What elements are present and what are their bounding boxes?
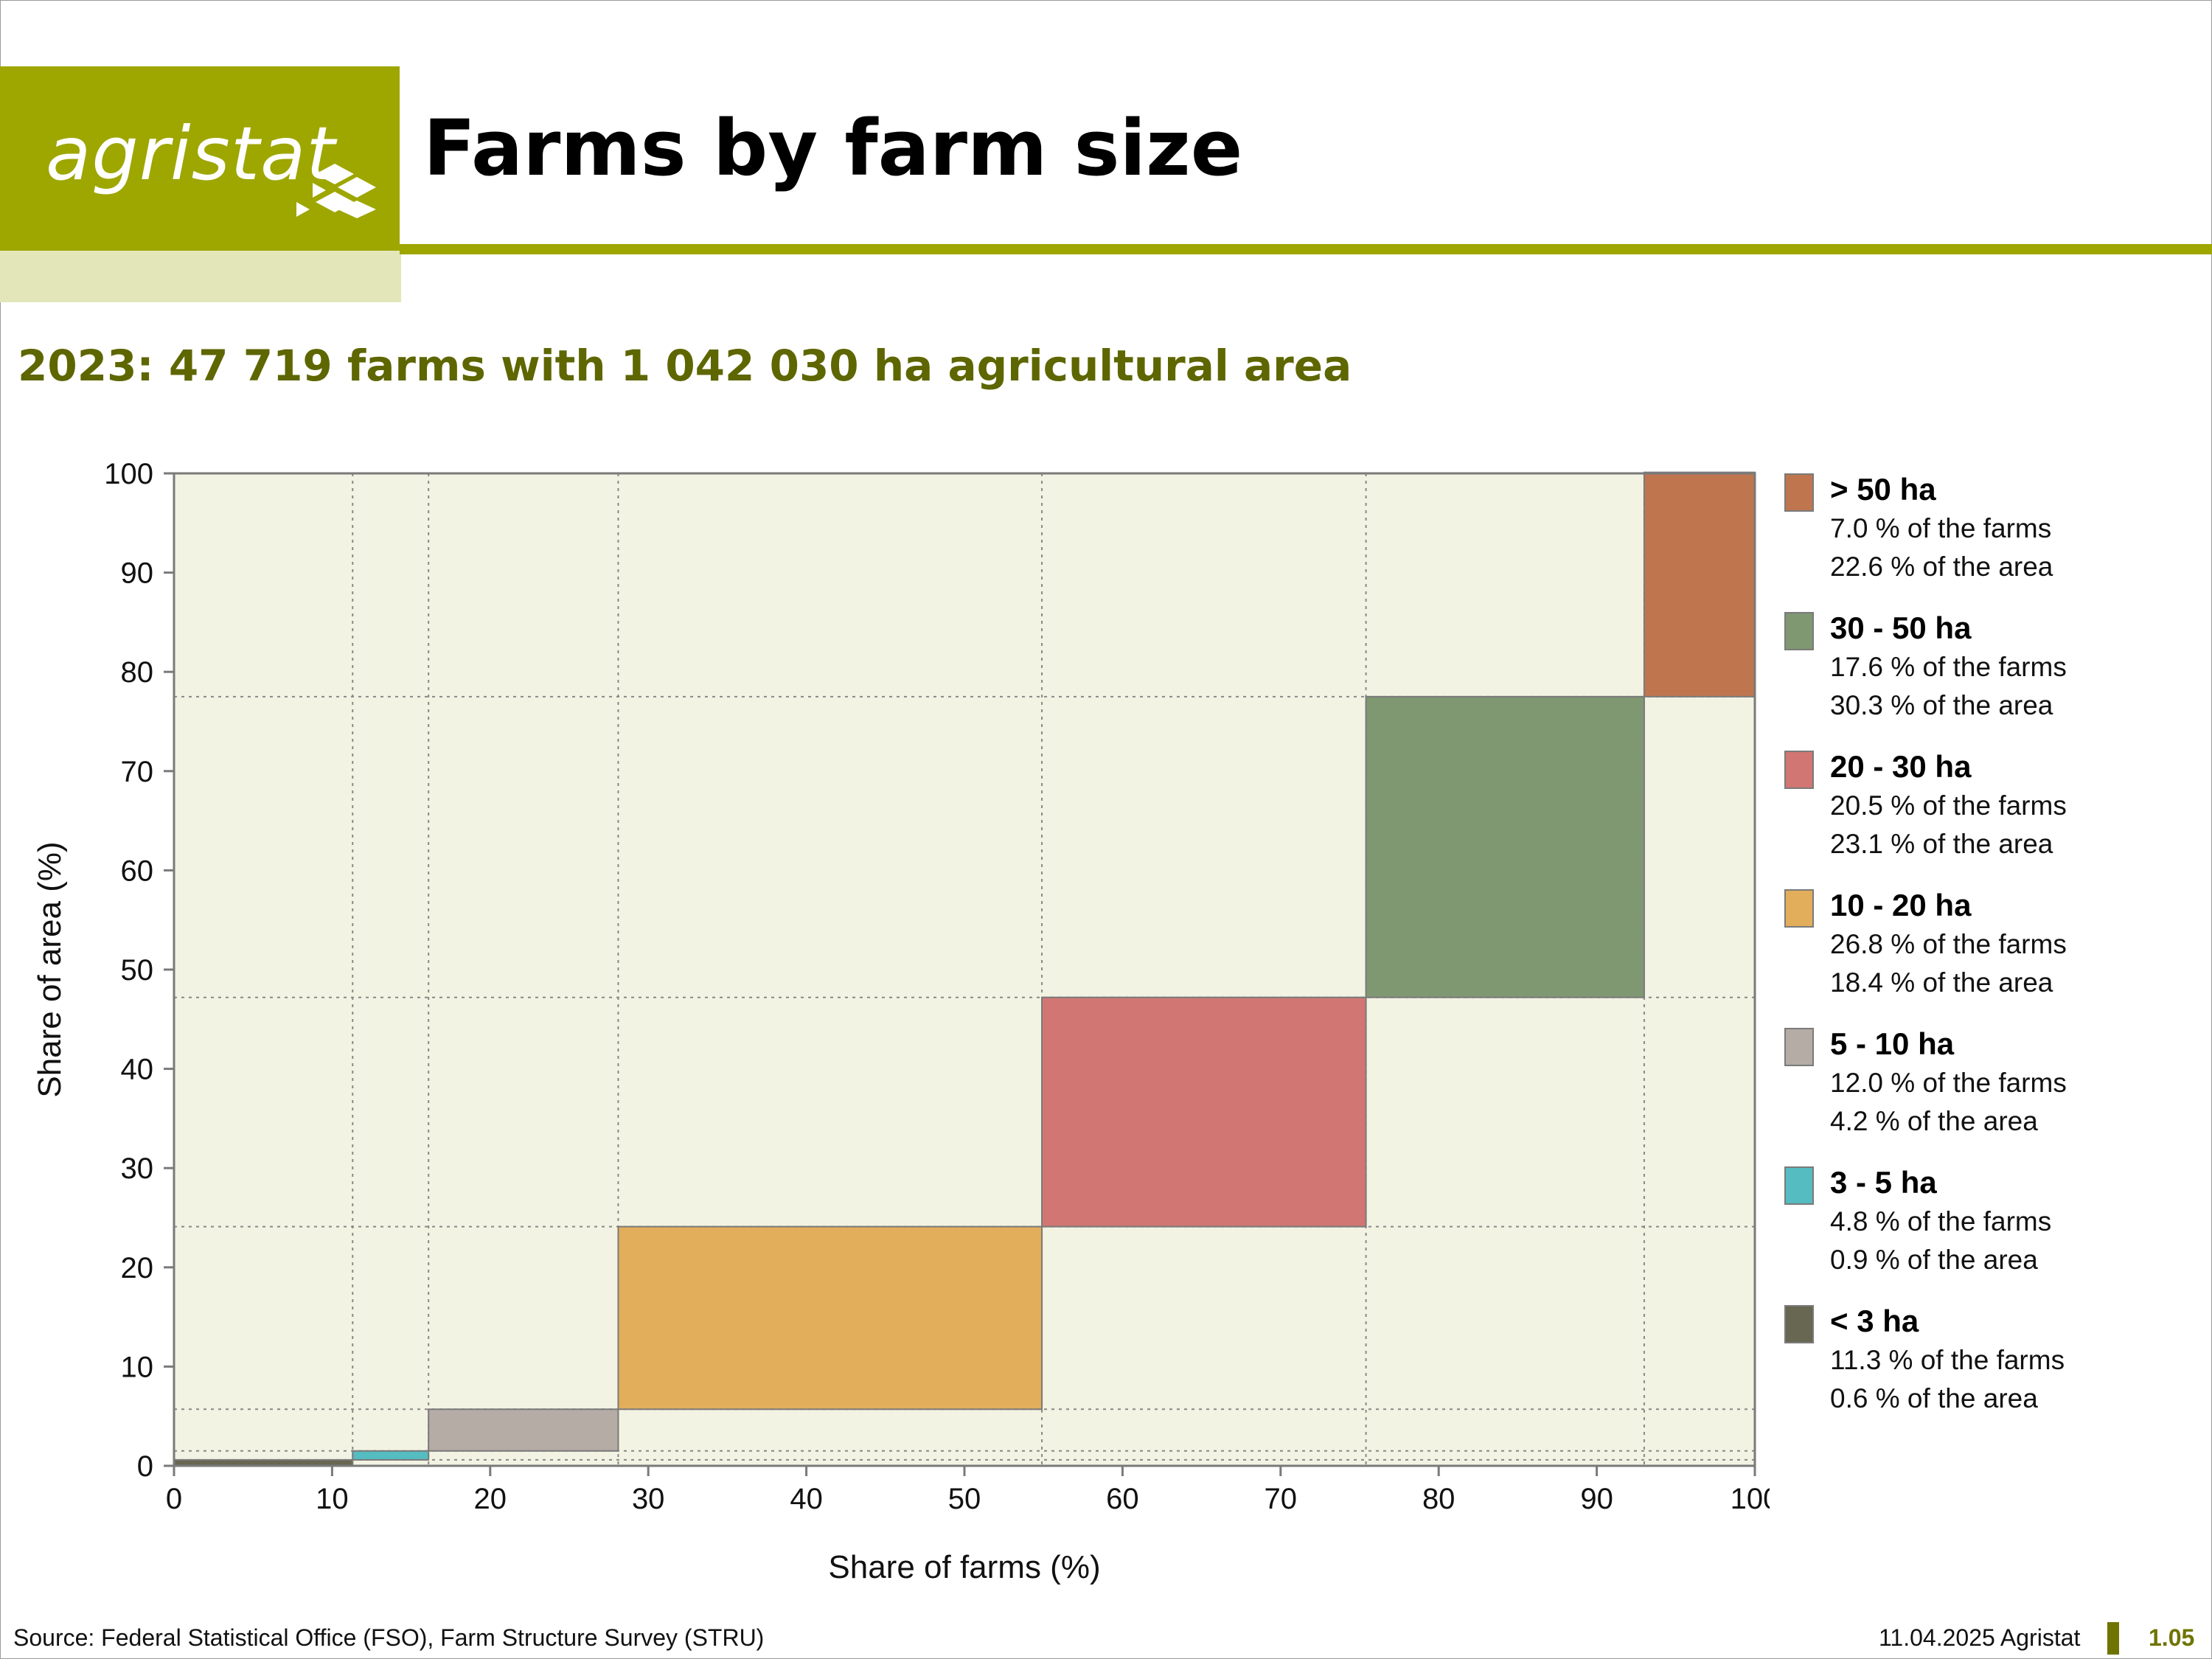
legend-swatch <box>1784 889 1814 928</box>
legend-farms-share: 12.0 % of the farms <box>1830 1068 2067 1098</box>
legend-swatch <box>1784 612 1814 650</box>
y-tick-label: 40 <box>121 1054 154 1086</box>
y-tick-label: 0 <box>137 1450 153 1483</box>
legend-swatch <box>1784 1305 1814 1343</box>
x-tick-label: 20 <box>474 1483 507 1515</box>
x-tick-label: 60 <box>1106 1483 1139 1515</box>
y-tick-label: 80 <box>121 656 154 689</box>
y-tick-label: 50 <box>121 954 154 987</box>
legend-area-share: 18.4 % of the area <box>1830 967 2053 998</box>
chart-subtitle: 2023: 47 719 farms with 1 042 030 ha agr… <box>18 341 1352 391</box>
legend-area-share: 4.2 % of the area <box>1830 1106 2038 1136</box>
bar-5-10-ha <box>428 1408 619 1452</box>
legend-farms-share: 7.0 % of the farms <box>1830 513 2052 543</box>
legend-swatch <box>1784 751 1814 789</box>
y-axis-title: Share of area (%) <box>32 841 68 1097</box>
legend-label: 10 - 20 ha <box>1830 888 1972 922</box>
legend-swatch <box>1784 1028 1814 1066</box>
logo-diamond-icon <box>296 164 376 218</box>
bar-10-20-ha <box>617 1225 1043 1411</box>
y-tick-label: 100 <box>104 458 153 490</box>
footer-separator <box>2107 1622 2119 1655</box>
header-rule <box>400 244 2212 254</box>
legend-area-share: 0.6 % of the area <box>1830 1383 2038 1413</box>
legend-area-share: 0.9 % of the area <box>1830 1245 2038 1275</box>
legend-farms-share: 26.8 % of the farms <box>1830 929 2067 959</box>
x-tick-label: 90 <box>1580 1483 1613 1515</box>
legend-swatch <box>1784 473 1814 512</box>
legend-area-share: 30.3 % of the area <box>1830 690 2053 720</box>
legend-farms-share: 11.3 % of the farms <box>1830 1345 2065 1375</box>
legend-label: 5 - 10 ha <box>1830 1026 1955 1061</box>
source-note: Source: Federal Statistical Office (FSO)… <box>13 1624 765 1651</box>
legend-farms-share: 4.8 % of the farms <box>1830 1206 2052 1237</box>
legend-label: < 3 ha <box>1830 1304 1919 1338</box>
x-tick-label: 100 <box>1731 1483 1770 1515</box>
x-tick-label: 0 <box>166 1483 182 1515</box>
x-tick-label: 50 <box>948 1483 981 1515</box>
logo-panel <box>0 66 400 251</box>
logo-wordmark: agristat <box>46 111 336 197</box>
bar-50-ha <box>1643 471 1756 698</box>
page-number: 1.05 <box>2149 1624 2195 1651</box>
legend-area-share: 23.1 % of the area <box>1830 829 2053 859</box>
y-tick-label: 10 <box>121 1351 154 1383</box>
x-axis-title: Share of farms (%) <box>828 1549 1100 1585</box>
legend-area-share: 22.6 % of the area <box>1830 552 2053 582</box>
x-tick-label: 80 <box>1422 1483 1455 1515</box>
y-tick-label: 20 <box>121 1252 154 1284</box>
x-tick-label: 10 <box>316 1483 349 1515</box>
legend-label: 30 - 50 ha <box>1830 611 1972 645</box>
mosaic-chart: 0 10 20 30 40 50 60 70 80 90 100 0 10 20 30 40 50 60 70 80 9… <box>32 458 1770 1585</box>
legend-swatch <box>1784 1166 1814 1205</box>
y-tick-label: 90 <box>121 557 154 590</box>
y-tick-label: 60 <box>121 855 154 887</box>
legend-farms-share: 17.6 % of the farms <box>1830 652 2067 682</box>
y-tick-label: 30 <box>121 1152 154 1185</box>
logo-underpanel <box>0 251 401 302</box>
bar-30-50-ha <box>1365 695 1645 998</box>
legend-farms-share: 20.5 % of the farms <box>1830 790 2067 821</box>
page-title: Farms by farm size <box>423 103 1243 193</box>
bar-3-5-ha <box>352 1450 430 1461</box>
x-tick-label: 40 <box>790 1483 823 1515</box>
y-tick-label: 70 <box>121 756 154 788</box>
legend-label: 20 - 30 ha <box>1830 749 1972 784</box>
legend-label: 3 - 5 ha <box>1830 1165 1937 1200</box>
x-tick-label: 70 <box>1265 1483 1298 1515</box>
legend-label: > 50 ha <box>1830 472 1936 507</box>
footer-date: 11.04.2025 Agristat <box>1879 1624 2081 1651</box>
bar-20-30-ha <box>1041 996 1367 1228</box>
x-tick-label: 30 <box>632 1483 665 1515</box>
